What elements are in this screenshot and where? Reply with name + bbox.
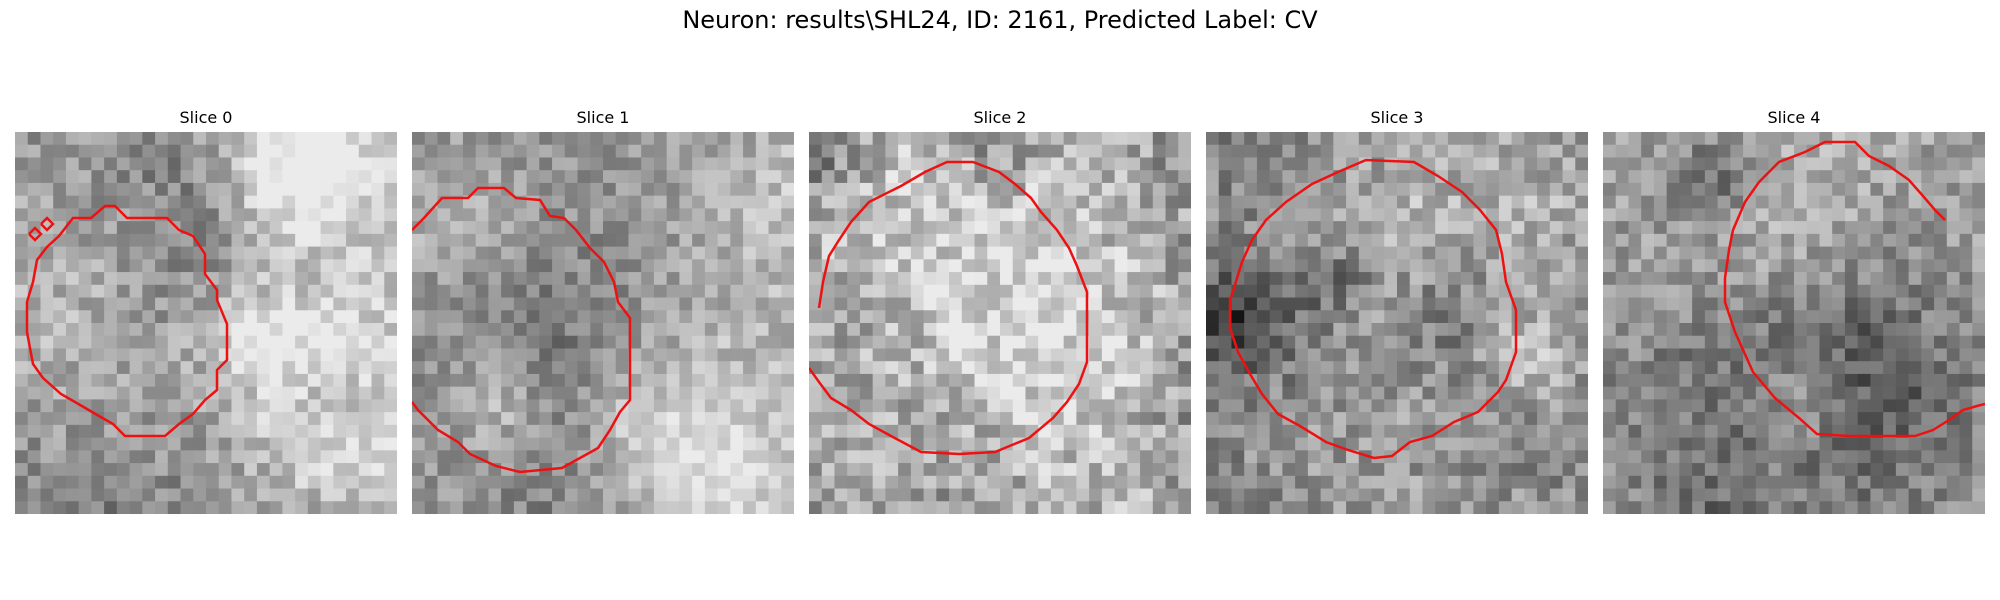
slice-image	[1603, 132, 1985, 514]
slice-image	[412, 132, 794, 514]
pixel-grid	[15, 132, 397, 514]
slice-title: Slice 1	[412, 104, 794, 132]
pixel-grid	[412, 132, 794, 514]
slice-image	[1206, 132, 1588, 514]
slice-panel-3: Slice 3	[1206, 104, 1588, 514]
slice-title: Slice 2	[809, 104, 1191, 132]
slice-image	[15, 132, 397, 514]
slice-panel-1: Slice 1	[412, 104, 794, 514]
pixel-grid	[809, 132, 1191, 514]
slice-panel-4: Slice 4	[1603, 104, 1985, 514]
slice-panel-2: Slice 2	[809, 104, 1191, 514]
slice-title: Slice 4	[1603, 104, 1985, 132]
slice-title: Slice 0	[15, 104, 397, 132]
slice-panel-0: Slice 0	[15, 104, 397, 514]
slice-title: Slice 3	[1206, 104, 1588, 132]
slice-image	[809, 132, 1191, 514]
figure-title: Neuron: results\SHL24, ID: 2161, Predict…	[0, 6, 2000, 34]
pixel-grid	[1206, 132, 1588, 514]
pixel-grid	[1603, 132, 1985, 514]
